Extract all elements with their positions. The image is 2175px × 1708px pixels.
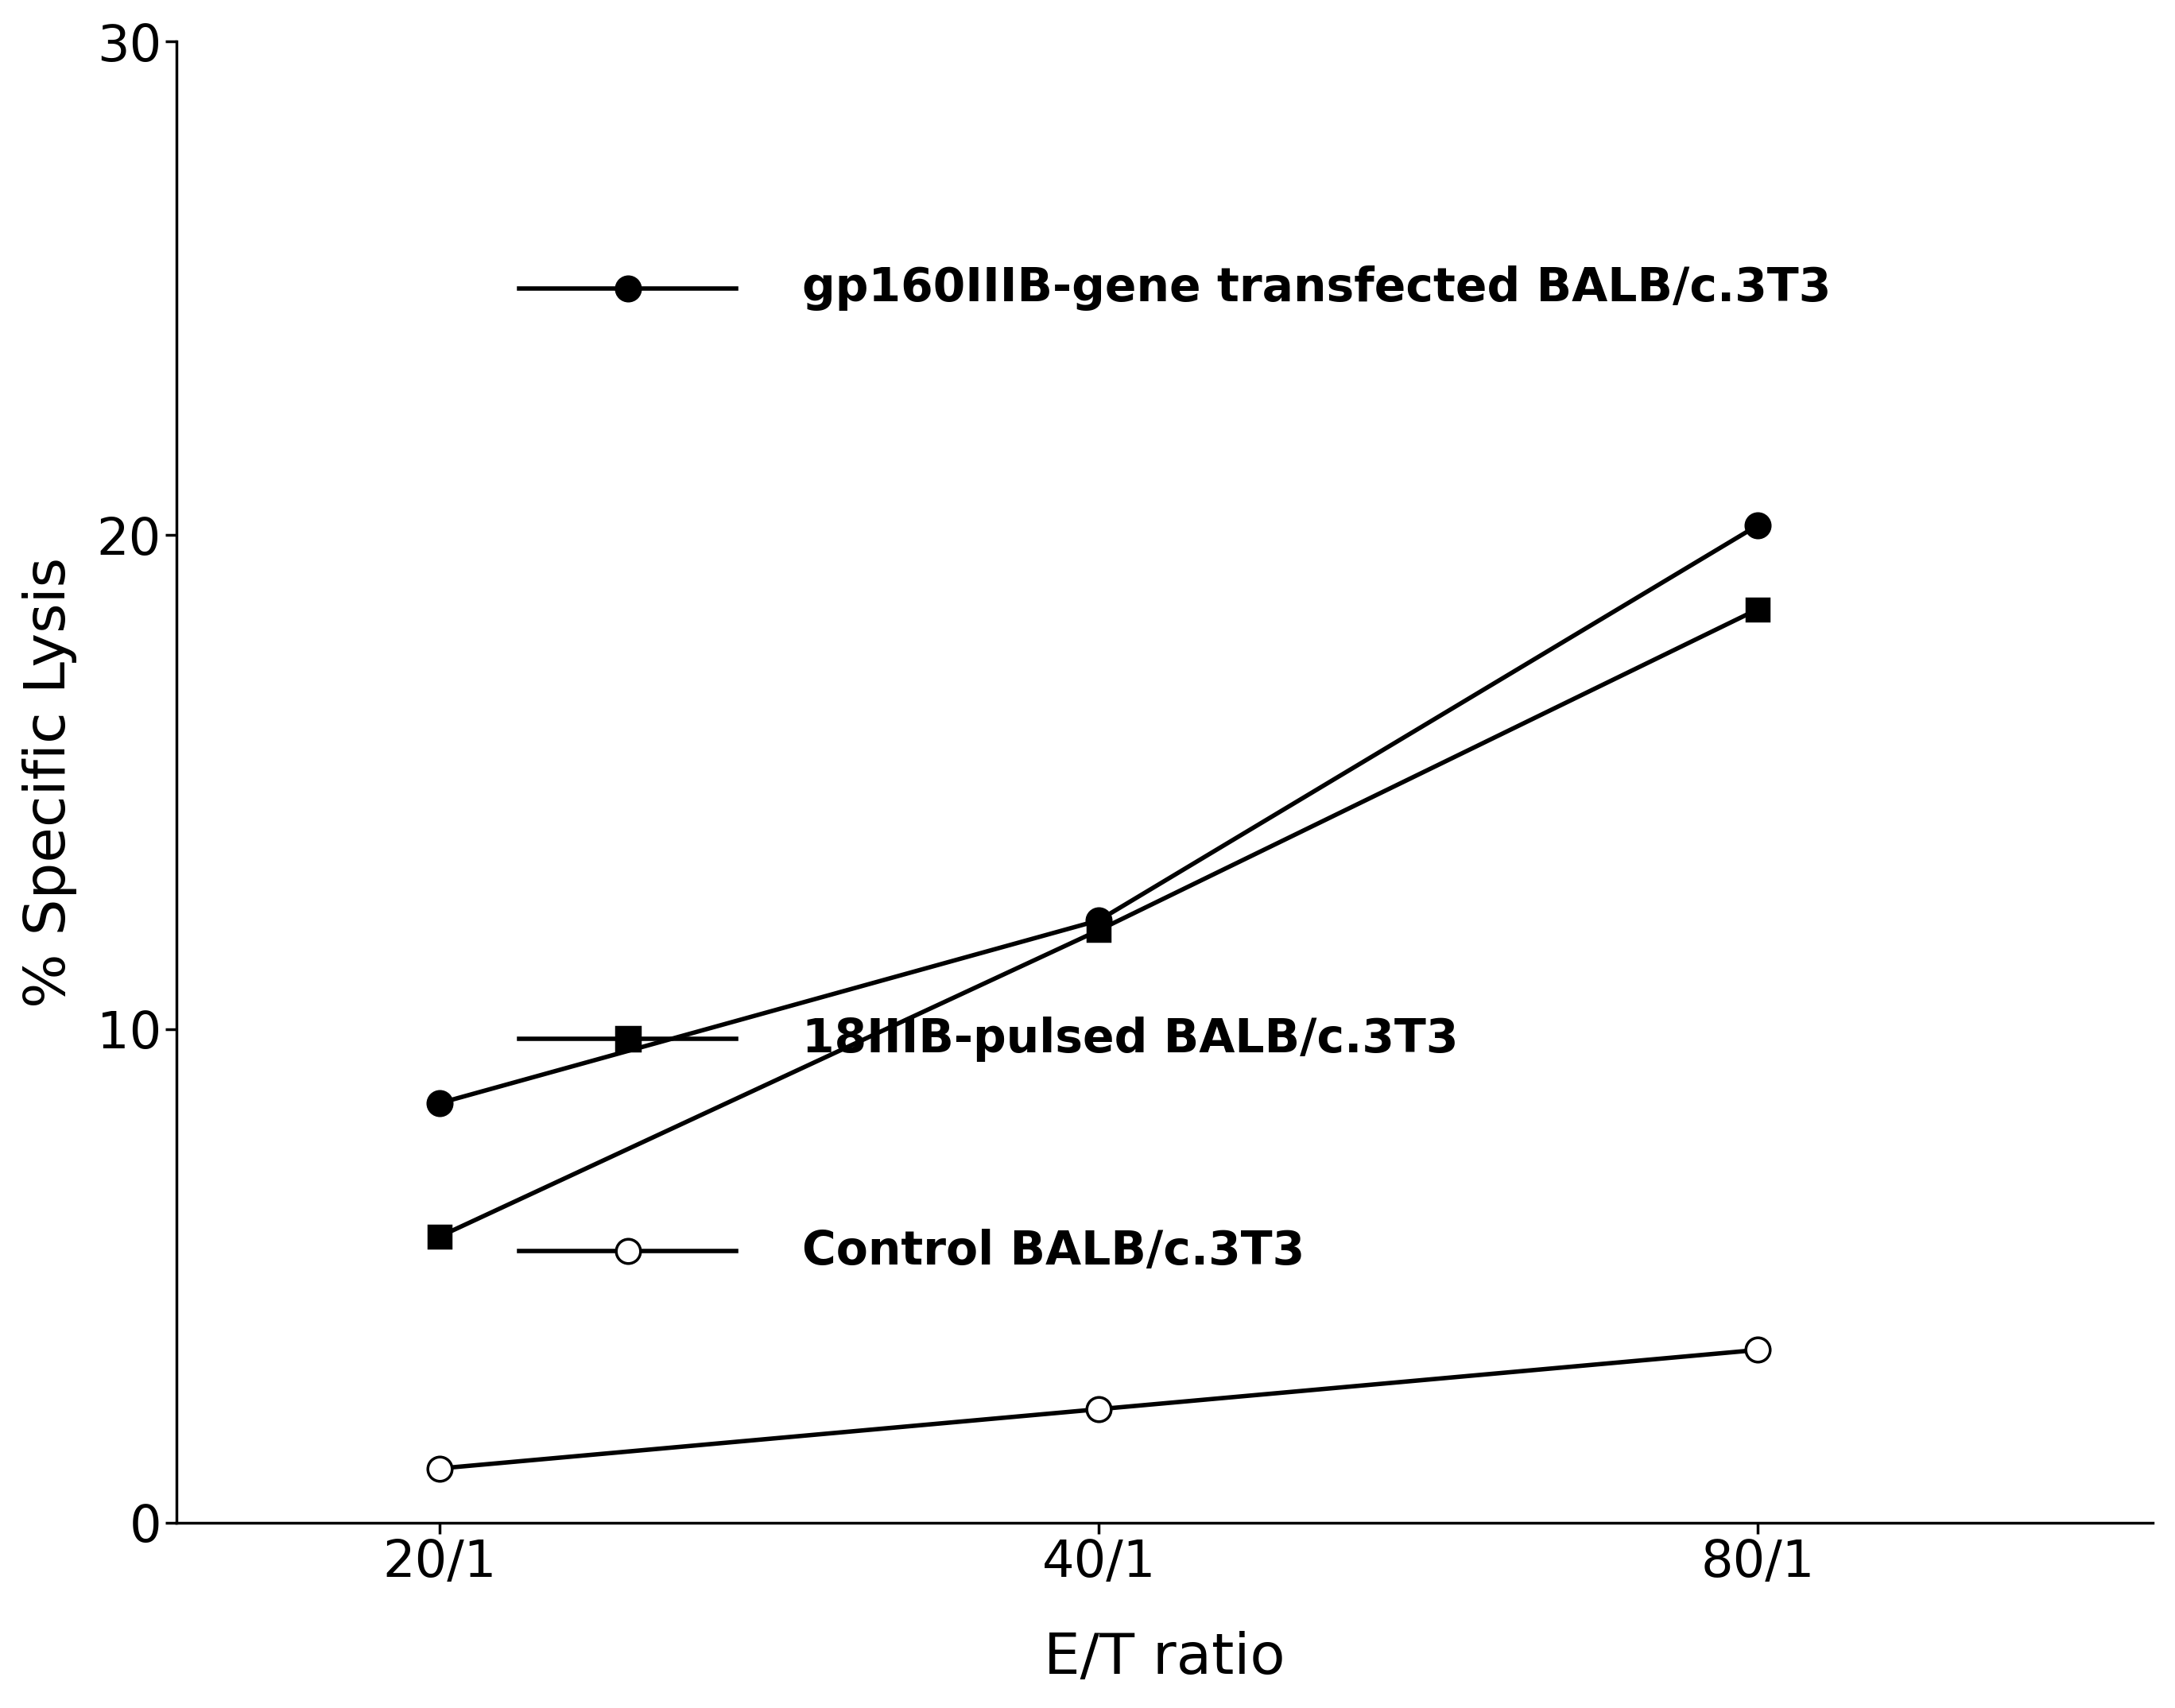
Text: gp160IIIB-gene transfected BALB/c.3T3: gp160IIIB-gene transfected BALB/c.3T3	[803, 266, 1831, 311]
Text: 18IIIB-pulsed BALB/c.3T3: 18IIIB-pulsed BALB/c.3T3	[803, 1016, 1459, 1062]
Text: Control BALB/c.3T3: Control BALB/c.3T3	[803, 1228, 1305, 1274]
Y-axis label: % Specific Lysis: % Specific Lysis	[22, 557, 76, 1008]
X-axis label: E/T ratio: E/T ratio	[1044, 1631, 1285, 1686]
